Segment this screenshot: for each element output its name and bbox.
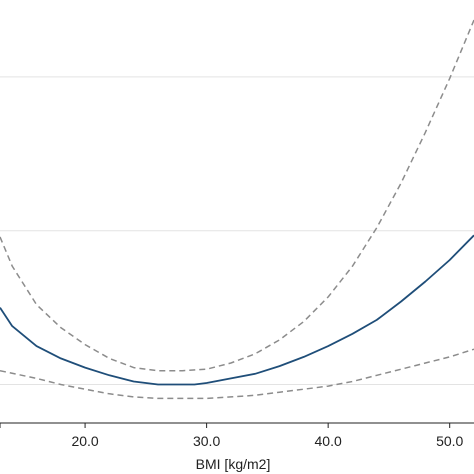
upper-ci-line <box>0 19 474 372</box>
gridlines <box>0 76 474 386</box>
x-axis-title: BMI [kg/m2] <box>196 456 271 472</box>
x-tick-label: 30.0 <box>193 433 220 449</box>
x-tick-label: 20.0 <box>71 433 98 449</box>
series-layer <box>0 19 474 400</box>
estimate-line <box>0 234 474 386</box>
x-axis-ticks: 20.0 30.0 40.0 50.0 <box>0 423 464 449</box>
lower-ci-line <box>0 348 474 400</box>
x-tick-label: 50.0 <box>436 433 463 449</box>
x-tick-label: 40.0 <box>315 433 342 449</box>
